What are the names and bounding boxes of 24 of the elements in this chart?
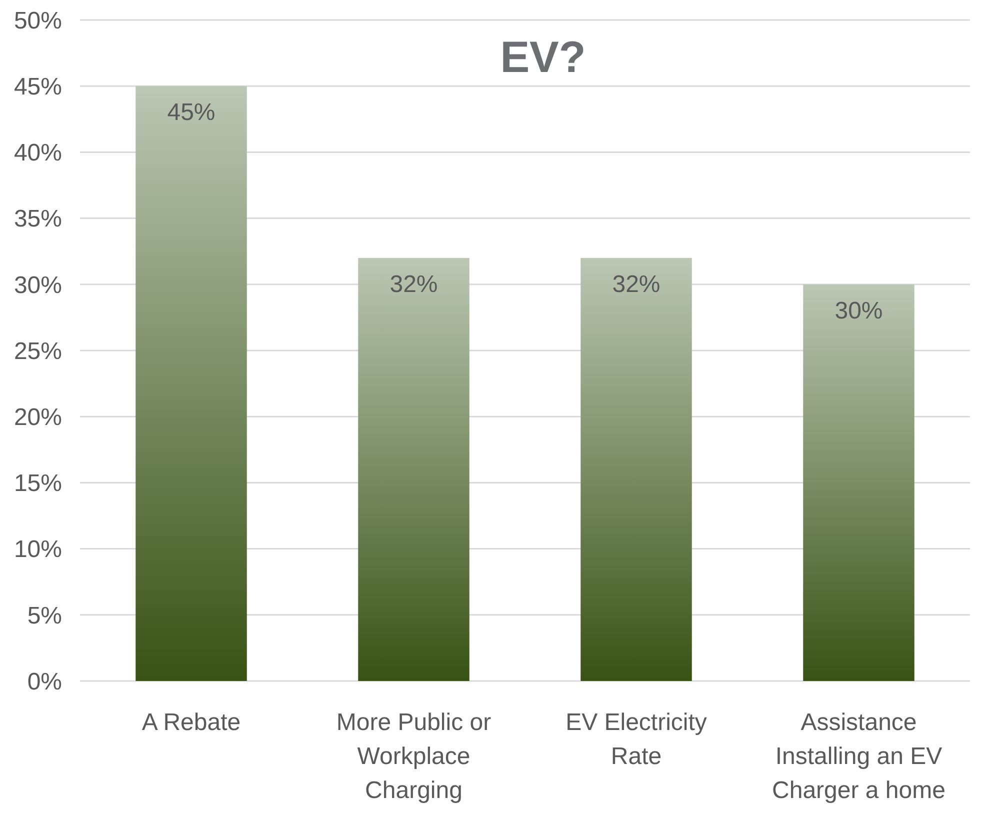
bar [803, 284, 914, 681]
y-tick-label: 10% [14, 536, 62, 564]
y-tick-label: 5% [27, 602, 62, 630]
y-tick-label: 0% [27, 668, 62, 696]
data-label: 45% [167, 99, 216, 126]
y-tick-label: 30% [14, 272, 62, 299]
y-tick-label: 35% [14, 206, 62, 233]
x-tick-label: EV Electricity Rate [566, 709, 707, 770]
data-label: 30% [834, 297, 883, 324]
y-tick-label: 45% [14, 74, 62, 100]
x-tick-label: More Public or Workplace Charging [336, 709, 492, 804]
y-tick-label: 25% [14, 338, 62, 365]
chart-title: EV? [500, 33, 586, 82]
bar [136, 86, 247, 681]
data-label: 32% [390, 270, 438, 298]
bar [358, 258, 470, 681]
bar [580, 258, 692, 681]
y-tick-label: 15% [14, 470, 62, 498]
x-tick-label: Assistance Installing an EV Charger a home [772, 709, 946, 804]
y-tick-label: 50% [14, 7, 62, 34]
data-label: 32% [612, 270, 660, 298]
y-tick-label: 20% [14, 404, 62, 431]
x-tick-label: A Rebate [142, 709, 241, 736]
y-tick-label: 40% [14, 140, 62, 167]
